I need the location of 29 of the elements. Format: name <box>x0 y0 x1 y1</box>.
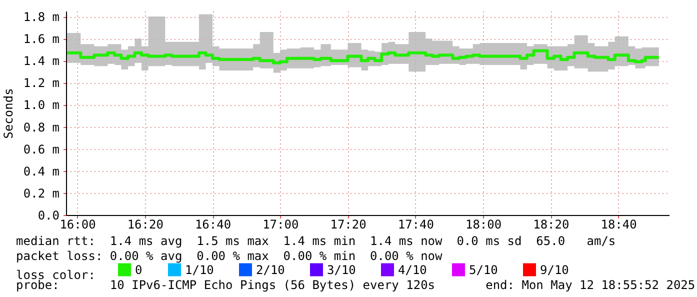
text: median rtt: 1.4 ms avg 1.5 ms max 1.4 ms min 1.4 ms now 0.0 ms sd 65.0 am/s <box>16 234 616 248</box>
y-tick-label: 1.2 m <box>23 76 60 90</box>
x-tick-label: 18:00 <box>465 218 502 232</box>
x-tick-label: 17:00 <box>262 218 299 232</box>
y-tick-label: 0.0 <box>38 208 60 222</box>
x-tick-label: 18:40 <box>600 218 637 232</box>
y-tick-label: 0.2 m <box>23 186 60 200</box>
legend-label: 4/10 <box>398 262 427 277</box>
y-tick-label: 0.4 m <box>23 164 60 178</box>
text: packet loss: 0.00 % avg 0.00 % max 0.00 % min 0.00 % now <box>16 249 442 263</box>
y-tick-label: 1.6 m <box>23 32 60 46</box>
legend-label: 0 <box>135 262 142 277</box>
x-tick-label: 17:20 <box>330 218 366 232</box>
y-axis-title: Seconds <box>1 88 16 139</box>
legend-label: 2/10 <box>256 262 285 277</box>
y-tick-label: 0.8 m <box>23 120 60 134</box>
legend-label: 3/10 <box>327 262 356 277</box>
y-tick-label: 1.8 m <box>23 10 60 24</box>
x-tick-label: 16:40 <box>194 218 232 232</box>
legend-label: 5/10 <box>469 262 498 277</box>
x-tick-label: 16:00 <box>60 218 96 232</box>
legend-label: 1/10 <box>185 262 214 277</box>
x-tick-label: 17:40 <box>398 218 434 232</box>
x-tick-label: 18:20 <box>533 218 570 232</box>
y-tick-label: 0.6 m <box>23 142 60 156</box>
y-tick-label: 1.4 m <box>23 54 60 68</box>
x-tick-label: 16:20 <box>127 218 164 232</box>
y-tick-label: 1.0 m <box>23 98 60 112</box>
legend-label: 9/10 <box>540 262 569 277</box>
